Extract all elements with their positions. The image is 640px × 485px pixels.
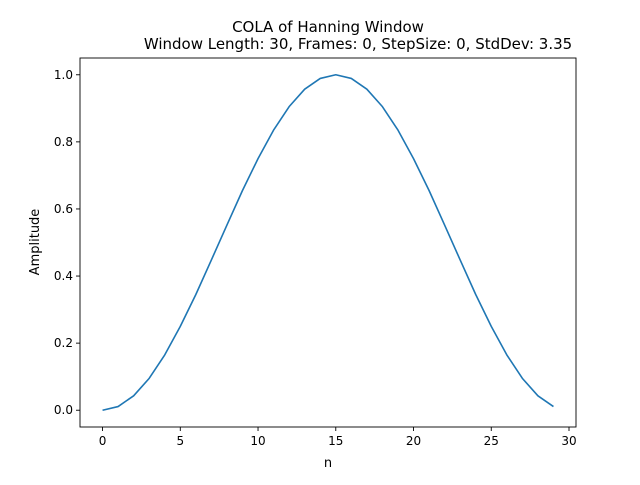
y-tick-label-1: 0.2 bbox=[54, 336, 73, 350]
x-tick-label-3: 15 bbox=[328, 434, 343, 448]
chart-title: COLA of Hanning Window bbox=[232, 18, 424, 36]
y-axis-label: Amplitude bbox=[28, 209, 43, 276]
y-tick-label-2: 0.4 bbox=[54, 269, 73, 283]
x-tick-label-6: 30 bbox=[561, 434, 576, 448]
axes-frame bbox=[79, 57, 577, 428]
y-tick-label-5: 1.0 bbox=[54, 68, 73, 82]
series-line-0 bbox=[102, 73, 554, 412]
y-tick-label-0: 0.0 bbox=[54, 403, 73, 417]
x-axis-label: n bbox=[324, 456, 332, 471]
plot-area: 0 5 10 15 20 25 30 0.0 0.2 0.4 0.6 0.8 1.0 bbox=[54, 57, 577, 448]
x-tick-label-1: 5 bbox=[176, 434, 184, 448]
x-tick-label-4: 20 bbox=[406, 434, 421, 448]
chart-subtitle: Window Length: 30, Frames: 0, StepSize: … bbox=[144, 35, 572, 53]
x-tick-label-2: 10 bbox=[250, 434, 265, 448]
y-tick-label-4: 0.8 bbox=[54, 135, 73, 149]
x-tick-label-0: 0 bbox=[99, 434, 107, 448]
y-tick-label-3: 0.6 bbox=[54, 202, 73, 216]
x-tick-label-5: 25 bbox=[484, 434, 499, 448]
